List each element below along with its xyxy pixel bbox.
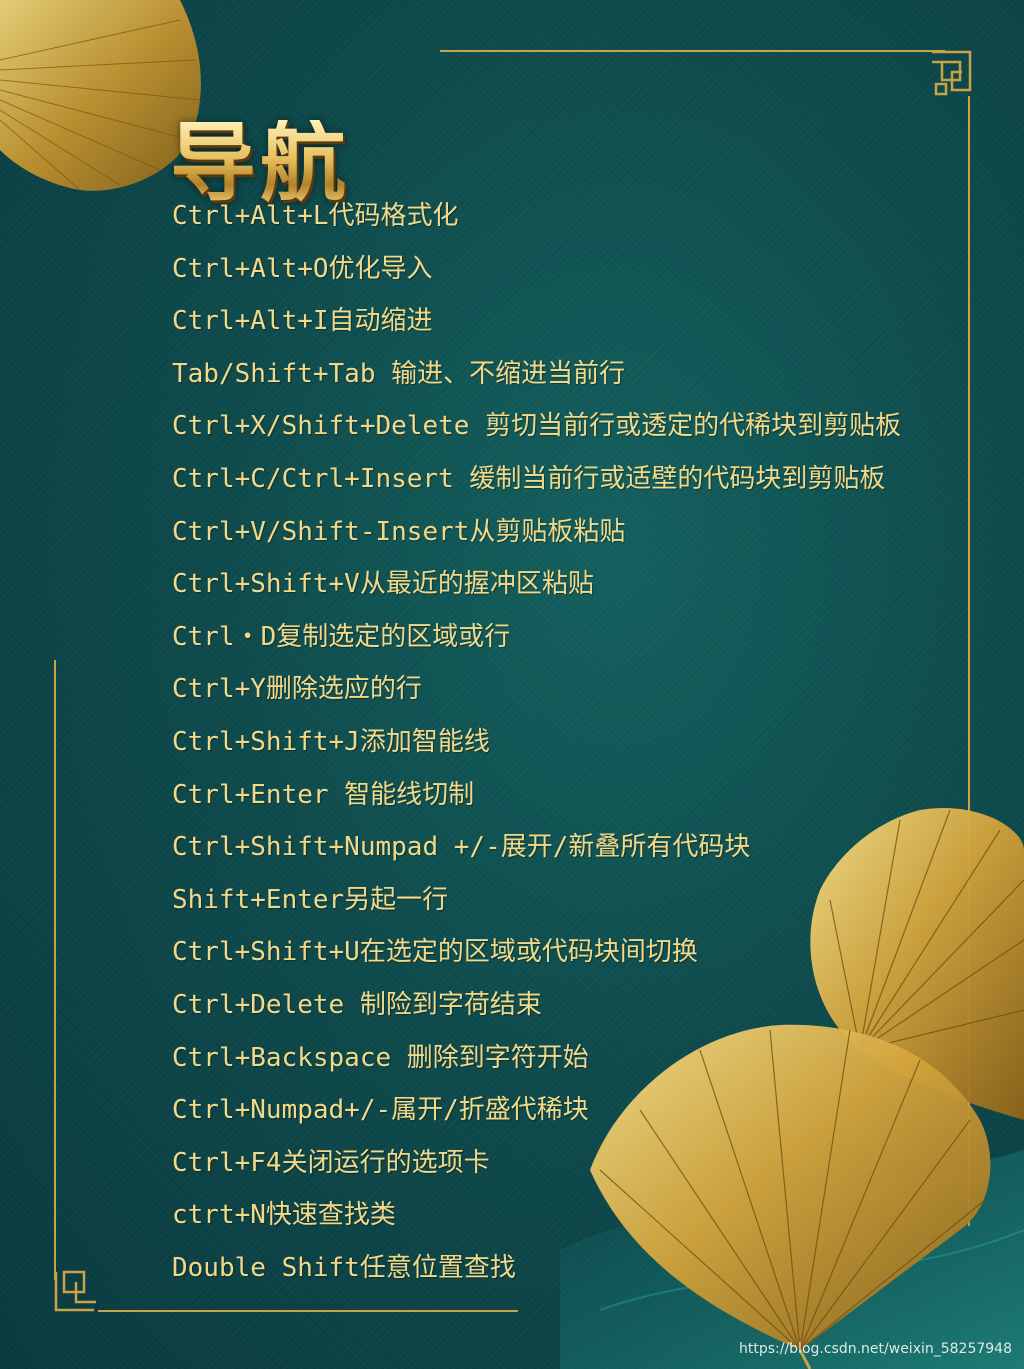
shortcut-item: Ctrl+Y删除选应的行 <box>172 674 422 705</box>
corner-knot-icon <box>932 50 972 96</box>
shortcut-item: Ctrl+Shift+V从最近的握冲区粘贴 <box>172 569 594 600</box>
shortcut-item: Ctrl+Delete 制险到字荷结束 <box>172 989 542 1020</box>
shortcut-item: Ctrl+V/Shift-Insert从剪贴板粘贴 <box>172 516 626 547</box>
shortcut-item: Ctrl+C/Ctrl+Insert 缓制当前行或适壁的代码块到剪贴板 <box>172 463 886 494</box>
shortcut-item: Ctrl+Backspace 删除到字符开始 <box>172 1042 589 1073</box>
shortcut-item: Ctrl+Numpad+/-属开/折盛代稀块 <box>172 1095 589 1126</box>
page-title: 导航 <box>170 112 350 213</box>
ginkgo-leaf-icon <box>560 808 1024 1369</box>
shortcut-item: Ctrl+Alt+I自动缩进 <box>172 306 433 337</box>
shortcut-item: Double Shift任意位置查找 <box>172 1252 516 1283</box>
shortcut-item: Ctrl・D复制选定的区域或行 <box>172 621 511 652</box>
watermark: https://blog.csdn.net/weixin_58257948 <box>738 1341 1012 1357</box>
shortcut-item: Ctrl+Shift+Numpad +/-展开/新叠所有代码块 <box>172 832 751 863</box>
frame-bottom-line <box>98 1310 518 1312</box>
shortcut-item: Ctrl+Shift+J添加智能线 <box>172 726 490 757</box>
frame-left-line <box>54 660 56 1280</box>
shortcut-item: Ctrl+Alt+L代码格式化 <box>172 201 459 231</box>
shortcut-item: Ctrl+Enter 智能线切制 <box>172 779 475 810</box>
shortcut-list: Ctrl+Alt+L代码格式化 Ctrl+Alt+O优化导入 Ctrl+Alt+… <box>172 194 901 1298</box>
frame-top-line <box>440 50 945 52</box>
shortcut-item: Ctrl+F4关闭运行的选项卡 <box>172 1147 490 1178</box>
ginkgo-leaf-icon <box>0 0 201 191</box>
shortcut-item: Ctrl+Shift+U在选定的区域或代码块间切换 <box>172 937 698 968</box>
shortcut-item: Ctrl+Alt+O优化导入 <box>172 253 433 284</box>
shortcut-item: Ctrl+X/Shift+Delete 剪切当前行或透定的代稀块到剪贴板 <box>172 411 902 442</box>
shortcut-item: Tab/Shift+Tab 输进、不缩进当前行 <box>172 358 626 389</box>
shortcut-item: ctrt+N快速查找类 <box>172 1200 396 1231</box>
frame-right-line <box>968 96 970 1226</box>
corner-knot-icon <box>54 1270 96 1312</box>
shortcut-item: Shift+Enter另起一行 <box>172 884 449 915</box>
